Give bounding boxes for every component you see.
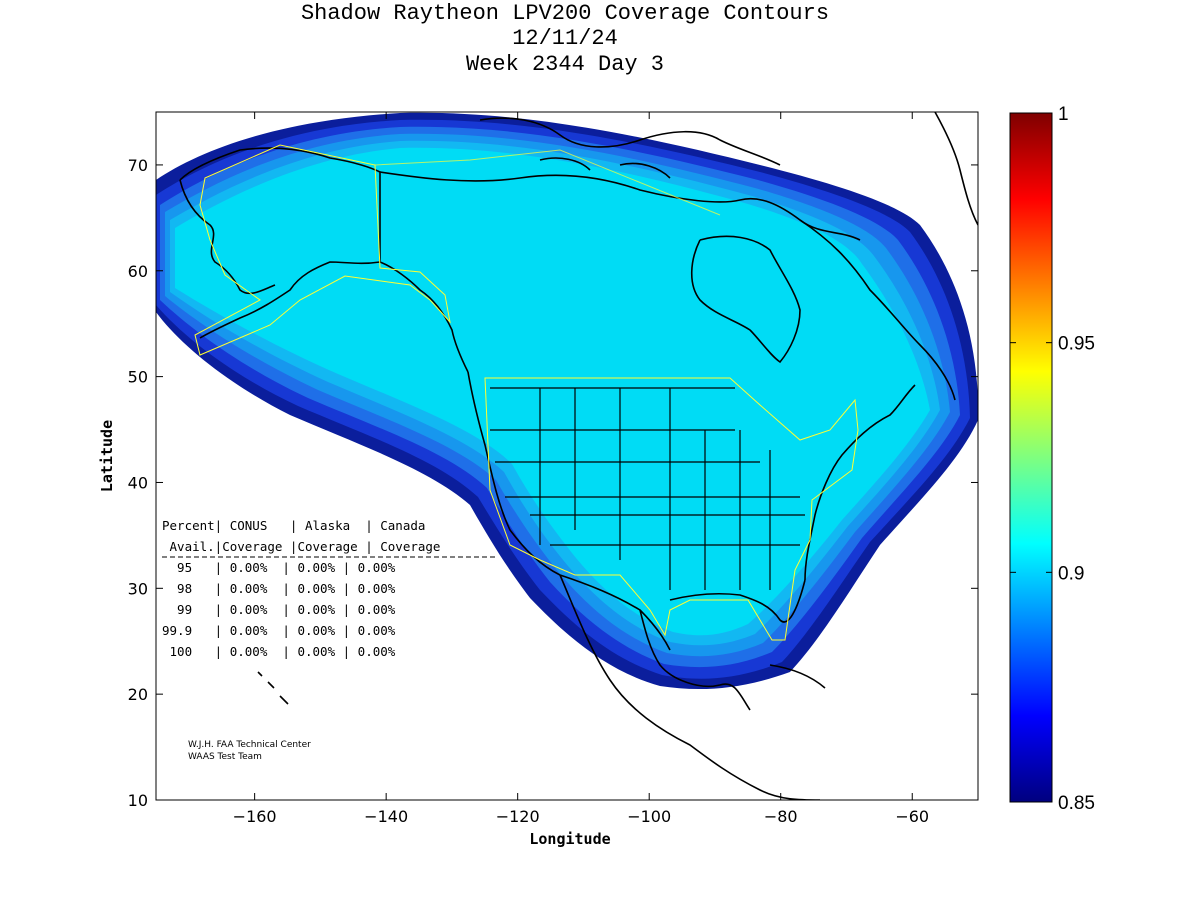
y-tick-label: 30 [128,579,148,598]
greenland [934,112,978,226]
coverage-contours [156,112,978,800]
credit-line-2: WAAS Test Team [188,752,262,762]
x-tick-label: −60 [895,807,929,826]
colorbar-tick-label: 0.95 [1058,334,1095,355]
service-volume-outlines [194,144,859,641]
us-mexico-gulf [559,574,806,651]
table-header-2: Avail.|Coverage |Coverage | Coverage [162,539,440,554]
table-row: 95 | 0.00% | 0.00% | 0.00% [162,560,396,575]
canada-service-outline [374,149,721,216]
y-tick-label: 50 [128,368,148,387]
arctic-islands [479,117,781,179]
hudson-bay [690,235,801,364]
y-tick-label: 70 [128,156,148,175]
alaska-service-outline [194,144,451,356]
y-axis-ticks: 10 20 30 40 50 60 70 [128,156,978,810]
x-tick-label: −80 [764,807,798,826]
table-row: 99 | 0.00% | 0.00% | 0.00% [162,602,396,617]
x-axis-label: Longitude [529,830,610,848]
colorbar-ticks: 1 0.95 0.9 0.85 [1010,104,1095,814]
colorbar-tick-label: 1 [1058,104,1069,125]
coverage-core [175,147,930,636]
colorbar-tick-label: 0.85 [1058,793,1095,814]
x-axis-ticks: −160 −140 −120 −100 −80 −60 [233,112,929,826]
credit-line-1: W.J.H. FAA Technical Center [188,740,311,750]
table-row: 100 | 0.00% | 0.00% | 0.00% [162,644,396,659]
state-boundaries [490,387,805,590]
y-tick-label: 20 [128,685,148,704]
hawaii [257,671,289,705]
chart-week-day: Week 2344 Day 3 [465,52,665,77]
x-tick-label: −120 [496,807,540,826]
x-tick-label: −100 [627,807,671,826]
alaska-west-coast [179,179,276,295]
colorbar-tick-label: 0.9 [1058,563,1084,584]
chart-title: Shadow Raytheon LPV200 Coverage Contours [300,1,830,26]
labrador-coast [799,219,956,401]
table-row: 99.9 | 0.00% | 0.00% | 0.00% [162,623,396,638]
x-tick-label: −160 [233,807,277,826]
coverage-stats-table: Percent| CONUS | Alaska | Canada Avail.|… [162,518,495,659]
mexico-central-america [559,574,821,800]
y-axis-label: Latitude [98,420,116,492]
y-tick-label: 40 [128,473,148,492]
y-tick-label: 60 [128,262,148,281]
us-west-coast [467,371,561,576]
alaska-south-coast [199,261,381,339]
y-tick-label: 10 [128,791,148,810]
conus-service-outline [484,377,859,641]
table-row: 98 | 0.00% | 0.00% | 0.00% [162,581,396,596]
table-header-1: Percent| CONUS | Alaska | Canada [162,518,425,533]
plot-border [155,111,979,801]
x-tick-label: −140 [364,807,408,826]
coastlines [179,112,978,800]
cuba [769,664,826,689]
alaska-coast [179,147,469,373]
chart-date: 12/11/24 [512,26,618,51]
colorbar [1009,112,1053,803]
